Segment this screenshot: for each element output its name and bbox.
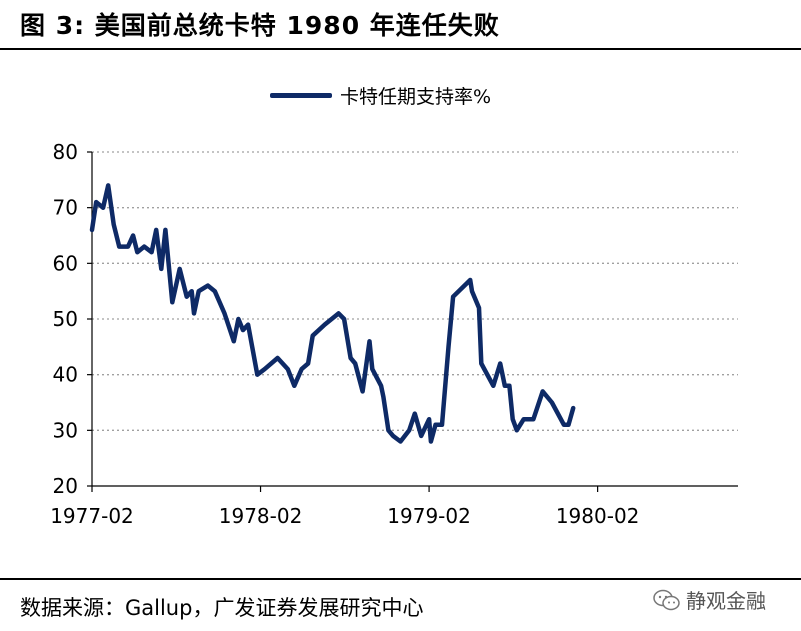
x-tick-label: 1980-02 <box>556 504 640 528</box>
x-tick-label: 1979-02 <box>387 504 471 528</box>
watermark: 静观金融 <box>652 585 766 614</box>
y-tick-label: 30 <box>53 418 78 442</box>
source-rule <box>0 578 801 580</box>
y-tick-label: 50 <box>53 307 78 331</box>
legend-swatch <box>270 92 332 98</box>
y-tick-label: 60 <box>53 251 78 275</box>
source-note: 数据来源：Gallup，广发证券发展研究中心 <box>20 596 424 620</box>
figure-title: 图 3: 美国前总统卡特 1980 年连任失败 <box>20 11 500 40</box>
wechat-icon <box>653 589 680 610</box>
y-tick-label: 40 <box>53 363 78 387</box>
x-tick-label: 1978-02 <box>219 504 303 528</box>
y-tick-label: 80 <box>53 140 78 164</box>
y-tick-label: 20 <box>53 474 78 498</box>
x-tick-label: 1977-02 <box>50 504 134 528</box>
series-line <box>89 183 576 444</box>
title-rule <box>0 48 801 50</box>
y-tick-label: 70 <box>53 196 78 220</box>
watermark-label: 静观金融 <box>686 589 766 613</box>
legend: 卡特任期支持率% <box>270 82 491 108</box>
legend-label: 卡特任期支持率% <box>340 85 492 108</box>
